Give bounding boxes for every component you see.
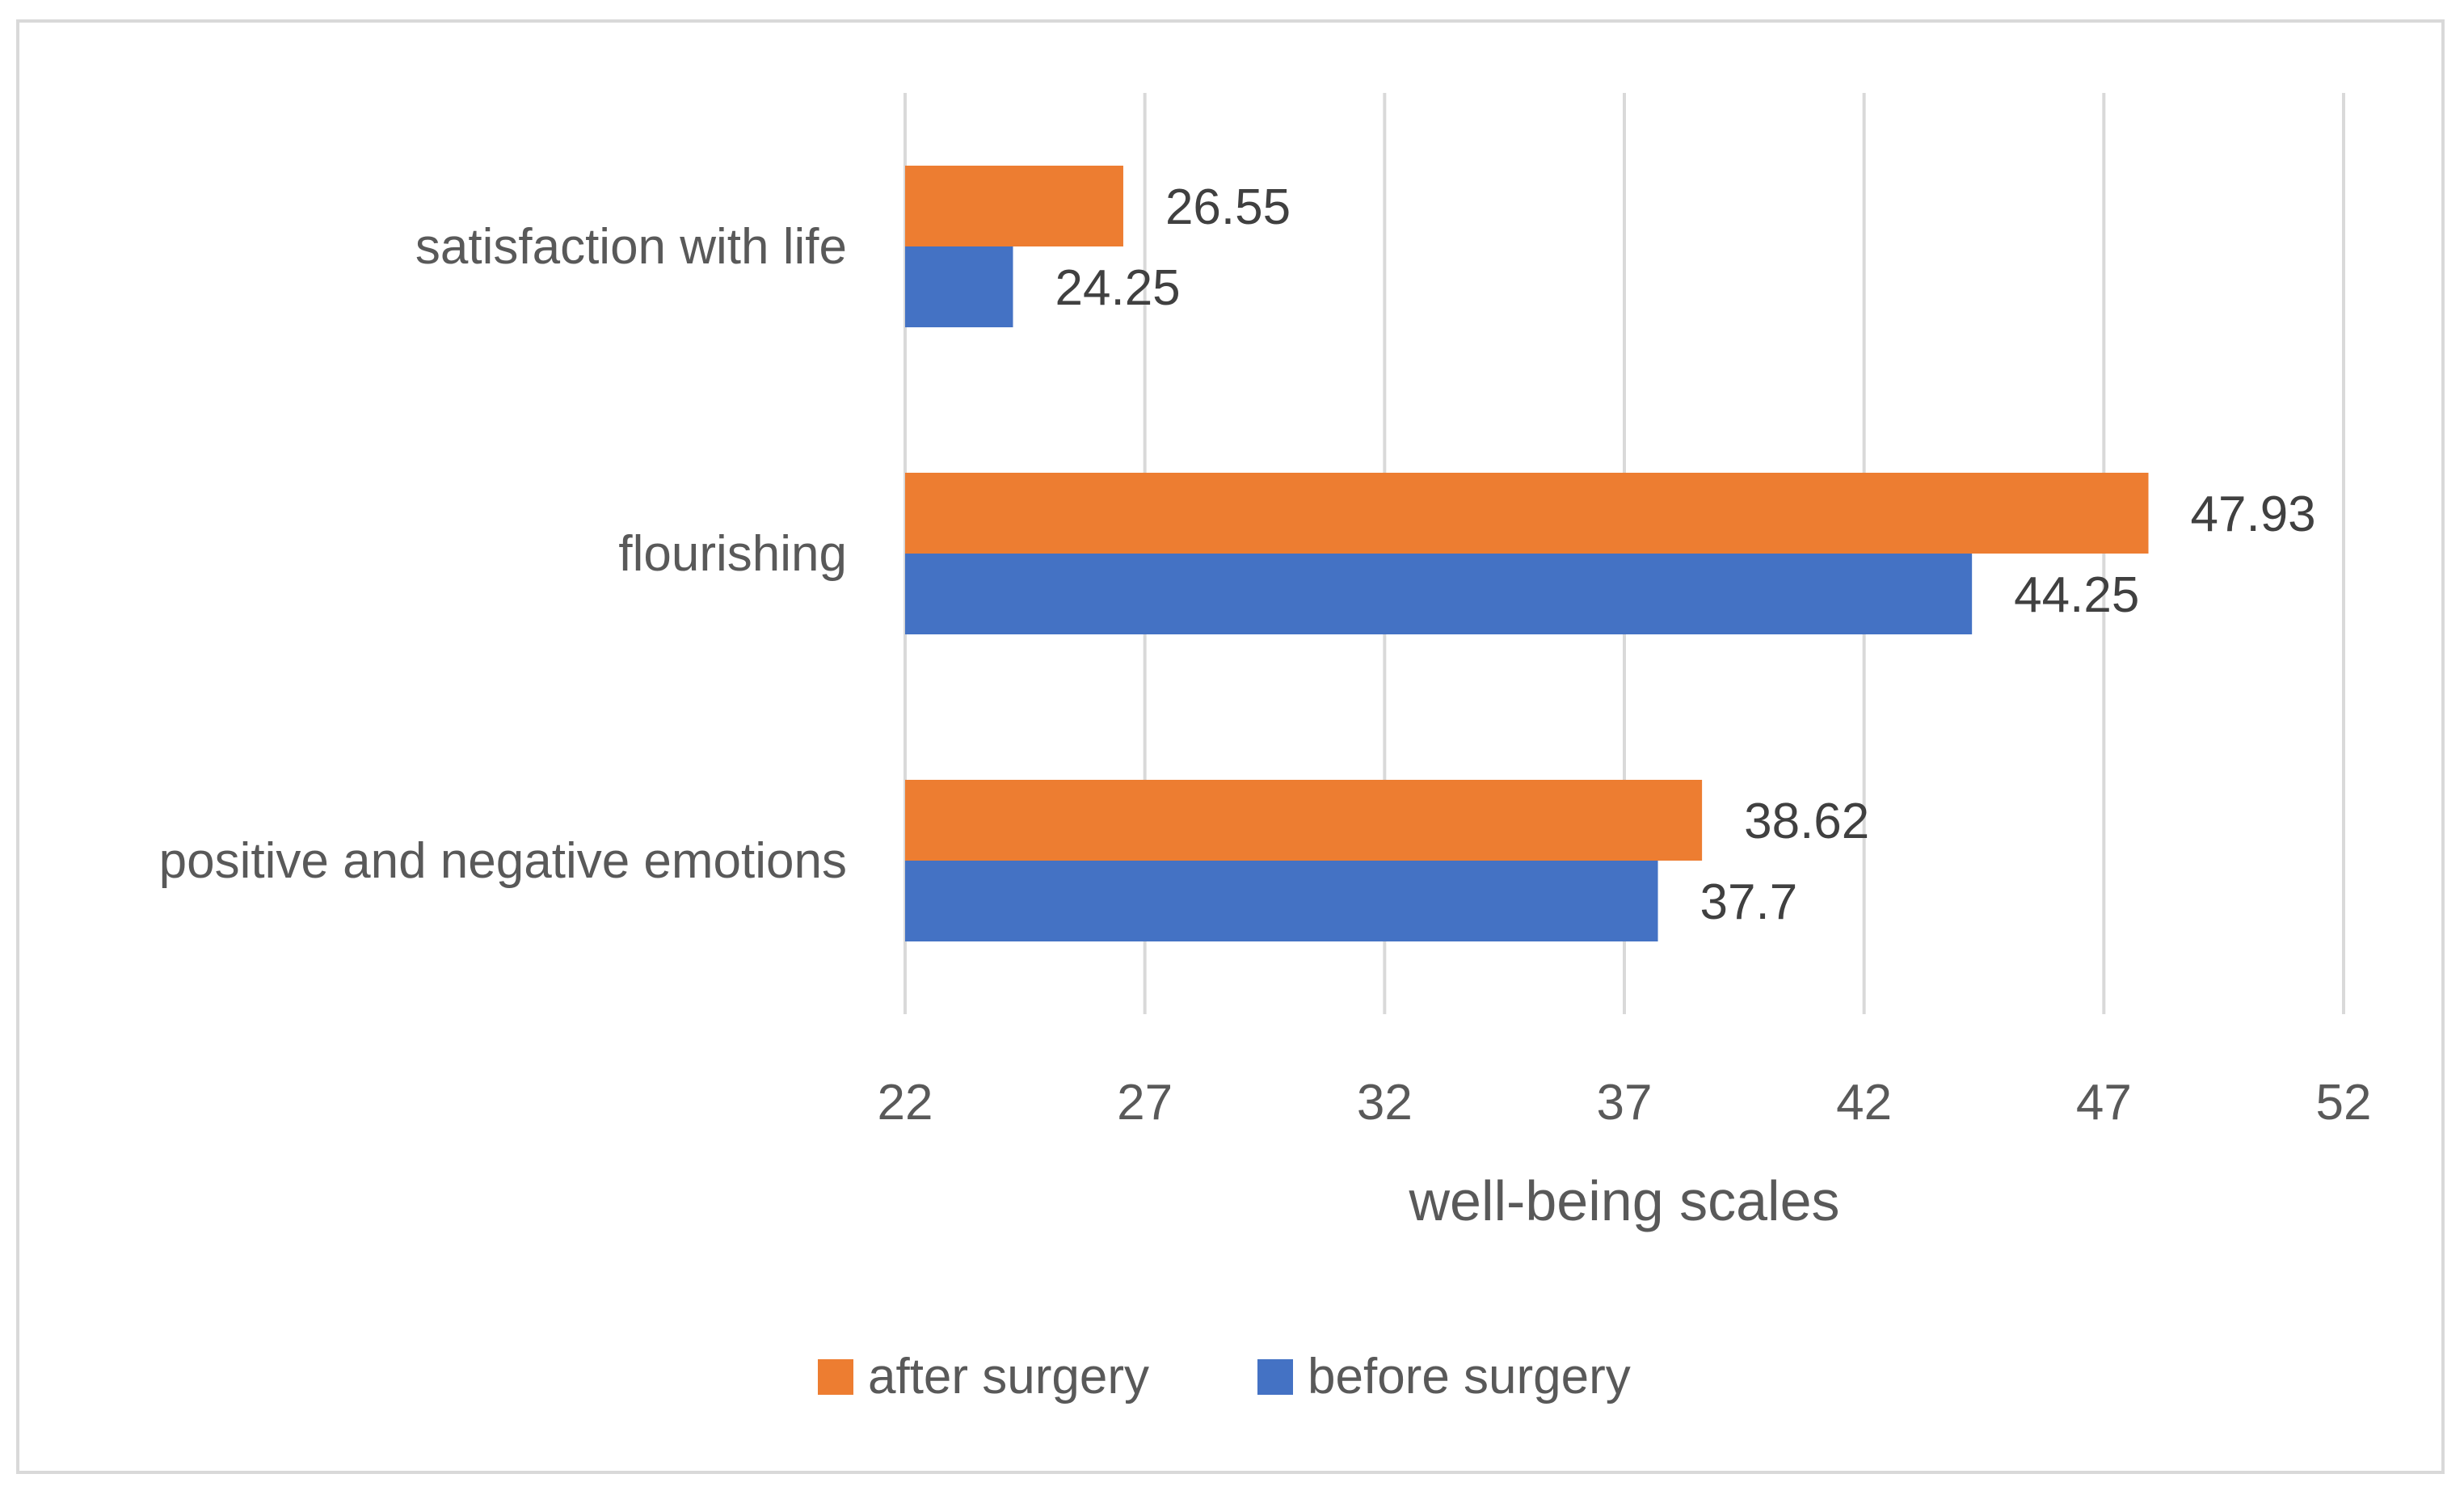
data-label: 24.25 <box>1055 260 1181 316</box>
data-label: 47.93 <box>2191 486 2316 542</box>
bar-after-surgery <box>905 166 1123 246</box>
legend-label: after surgery <box>868 1349 1149 1404</box>
bar-before-surgery <box>905 861 1658 941</box>
category-label: satisfaction with life <box>415 219 847 275</box>
data-labels: 26.55 24.25 47.93 44.25 38.62 37.7 <box>1055 179 2316 930</box>
bar-after-surgery <box>905 473 2149 554</box>
x-tick-label: 42 <box>1836 1075 1892 1131</box>
legend-swatch <box>1257 1359 1293 1395</box>
x-tick-label: 47 <box>2076 1075 2132 1131</box>
data-label: 26.55 <box>1165 179 1291 235</box>
bars <box>905 166 2149 941</box>
x-tick-label: 52 <box>2316 1075 2372 1131</box>
category-labels: satisfaction with life flourishing positiv… <box>159 219 847 889</box>
legend-swatch <box>818 1359 853 1395</box>
data-label: 37.7 <box>1700 874 1798 930</box>
x-tick-label: 37 <box>1597 1075 1653 1131</box>
data-label: 38.62 <box>1744 794 1869 849</box>
bar-before-surgery <box>905 554 1973 634</box>
bar-after-surgery <box>905 780 1703 861</box>
legend-label: before surgery <box>1308 1349 1631 1404</box>
x-tick-label: 32 <box>1357 1075 1413 1131</box>
category-label: positive and negative emotions <box>159 833 847 889</box>
legend: after surgery before surgery <box>818 1349 1631 1404</box>
x-axis-title: well-being scales <box>1408 1169 1839 1232</box>
chart-frame <box>16 19 2445 1474</box>
x-tick-label: 22 <box>878 1075 933 1131</box>
category-label: flourishing <box>618 526 847 582</box>
data-label: 44.25 <box>2014 567 2139 623</box>
x-tick-label: 27 <box>1117 1075 1173 1131</box>
x-tick-labels: 22 27 32 37 42 47 52 <box>878 1075 2372 1131</box>
bar-before-surgery <box>905 246 1013 327</box>
